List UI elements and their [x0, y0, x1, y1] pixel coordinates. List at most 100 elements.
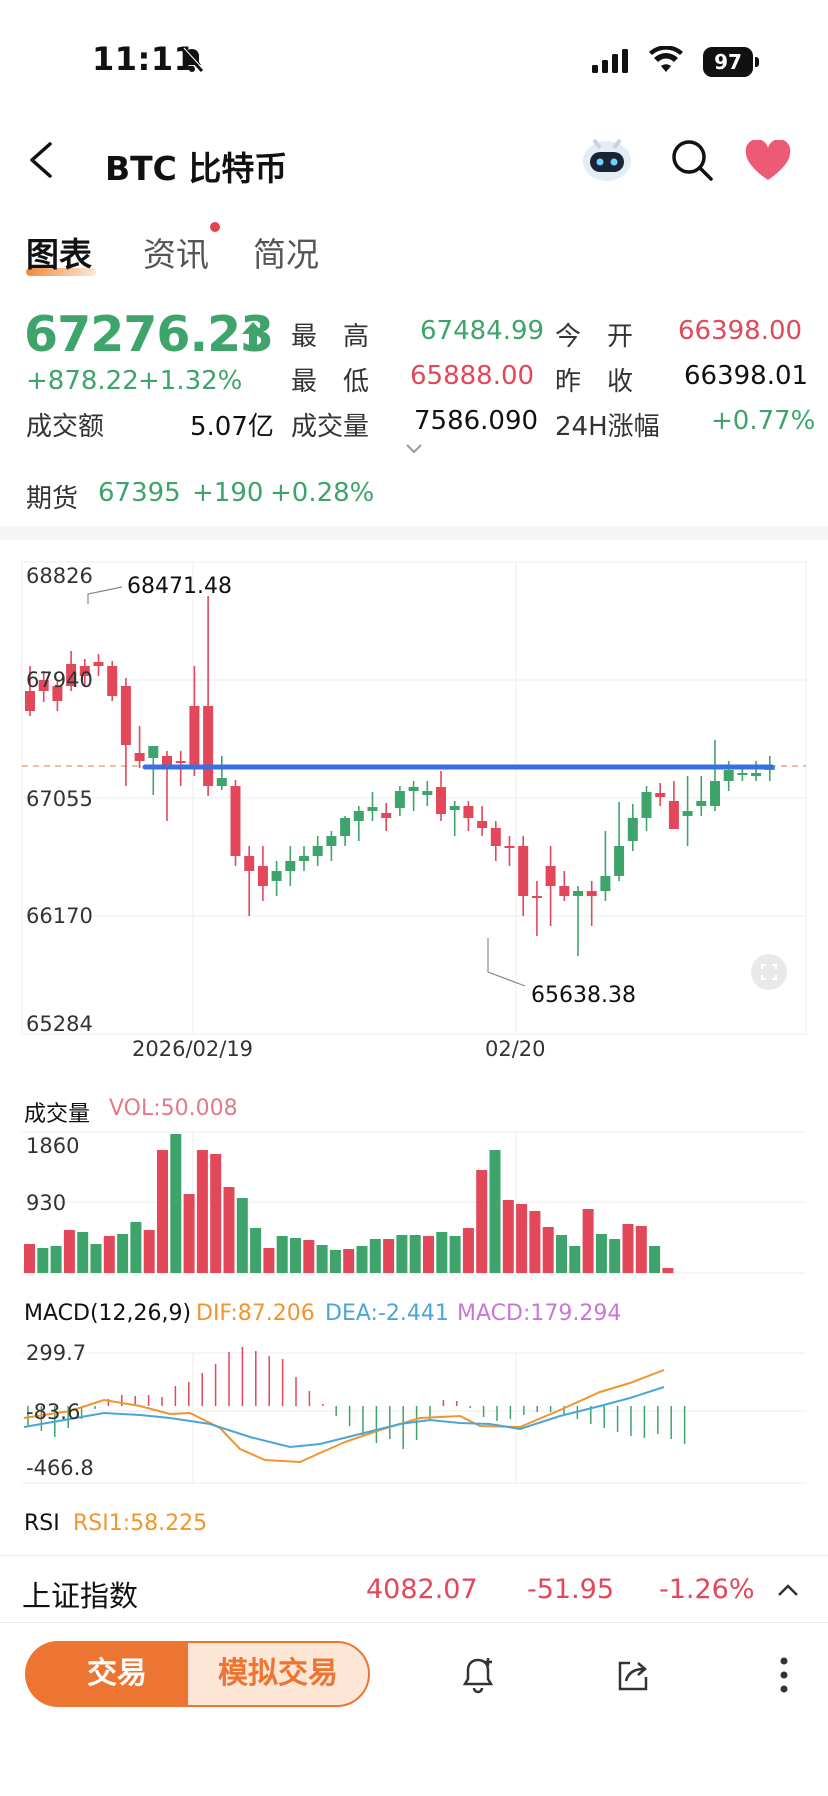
candle-body	[737, 773, 748, 775]
candle-body	[641, 792, 652, 818]
rsi1-value: RSI1:58.225	[73, 1511, 208, 1536]
current-price: 67276.23	[24, 306, 274, 363]
macd-tick-1: 299.7	[26, 1341, 87, 1365]
volume-bar	[369, 1239, 381, 1273]
dea-line	[23, 1386, 665, 1449]
candle-body	[353, 811, 364, 821]
y-tick-3: 67055	[26, 787, 93, 811]
fullscreen-icon[interactable]	[751, 954, 787, 994]
volume-bar	[569, 1246, 581, 1273]
open-label: 今 开	[555, 322, 634, 352]
simulated-trade-button[interactable]: 模拟交易	[186, 1641, 370, 1707]
search-icon[interactable]	[670, 138, 714, 186]
candle-body	[655, 793, 666, 797]
price-change: +878.22	[26, 366, 139, 396]
back-arrow-icon[interactable]	[26, 140, 56, 184]
prev-close-value: 66398.01	[684, 361, 809, 391]
open-value: 66398.00	[678, 316, 803, 346]
candle-body	[203, 706, 214, 786]
expand-chevron-icon[interactable]	[405, 440, 423, 459]
volume-bar	[290, 1238, 301, 1273]
volume-bar	[50, 1246, 62, 1273]
candle-body	[751, 773, 762, 776]
up-arrow-icon	[240, 320, 266, 354]
candle-body	[600, 876, 611, 891]
volume-bar	[196, 1150, 208, 1273]
candle-body	[710, 781, 720, 806]
volume-tick-2: 930	[26, 1191, 67, 1215]
candle-body	[134, 753, 145, 761]
tab-profile[interactable]: 简况	[253, 235, 319, 274]
volume-label: 成交量	[291, 412, 370, 442]
macd-dea-value: DEA:-2.441	[325, 1301, 449, 1326]
candle-body	[367, 807, 378, 811]
candle-body	[285, 861, 296, 871]
candle-body	[668, 801, 679, 829]
high-label: 最 高	[291, 322, 370, 352]
candle-body	[449, 806, 460, 810]
battery-indicator: 97	[703, 47, 759, 77]
more-options-icon[interactable]	[778, 1655, 790, 1699]
volume-bar	[236, 1198, 248, 1273]
volume-bar	[24, 1244, 35, 1273]
volume-bar	[303, 1240, 315, 1273]
candle-body	[66, 664, 77, 686]
volume-bar	[77, 1232, 89, 1273]
chevron-up-icon[interactable]	[776, 1582, 800, 1602]
volume-bar	[263, 1248, 275, 1273]
volume-bars	[24, 1134, 674, 1273]
candle-body	[518, 846, 529, 896]
volume-bar	[595, 1234, 607, 1273]
robot-assistant-icon[interactable]	[580, 134, 634, 188]
volume-bar	[529, 1211, 541, 1273]
volume-bar	[143, 1230, 155, 1273]
volume-bar	[609, 1239, 621, 1273]
candle-body	[340, 818, 351, 836]
volume-bar	[436, 1232, 448, 1273]
futures-change-pct: +0.28%	[270, 478, 375, 508]
y-tick-2: 67940	[26, 668, 93, 692]
index-ticker[interactable]: 上证指数 4082.07 -51.95 -1.26%	[0, 1555, 828, 1623]
volume-bar	[423, 1236, 434, 1273]
price-alert-bell-icon[interactable]	[458, 1655, 498, 1699]
active-tab-indicator	[26, 268, 96, 276]
volume-bar	[396, 1235, 408, 1273]
nav-bar: BTC 比特币	[0, 120, 828, 200]
volume-bar	[103, 1236, 115, 1273]
chart-area[interactable]: 68826 67940 67055 66170 65284 2026/02/19…	[0, 540, 828, 1540]
x-tick-1: 2026/02/19	[132, 1037, 254, 1061]
share-icon[interactable]	[612, 1655, 652, 1699]
futures-change: +190	[192, 478, 264, 508]
status-time: 11:11	[92, 40, 197, 78]
macd-tick-2: -83.6	[26, 1400, 81, 1424]
volume-value: 7586.090	[414, 406, 539, 436]
candle-body	[312, 846, 323, 856]
tab-news[interactable]: 资讯	[143, 235, 209, 274]
volume-bar	[662, 1268, 674, 1273]
candle-body	[394, 791, 405, 808]
max-price-label: 68471.48	[127, 574, 232, 599]
volume-bar	[157, 1150, 168, 1273]
volume-bar	[316, 1245, 328, 1273]
trade-button[interactable]: 交易	[25, 1641, 209, 1707]
volume-bar	[329, 1250, 341, 1273]
candle-body	[696, 801, 707, 806]
rsi-panel-title: RSI	[24, 1511, 60, 1536]
candle-body	[545, 866, 556, 886]
x-tick-2: 02/20	[485, 1037, 546, 1061]
candle-body	[175, 761, 186, 763]
y-tick-5: 65284	[26, 1012, 93, 1036]
volume-bar	[556, 1235, 567, 1273]
candle-body	[586, 891, 597, 896]
candle-body	[271, 871, 282, 881]
high-value: 67484.99	[420, 316, 545, 346]
favorite-heart-icon[interactable]	[744, 139, 792, 186]
volume-bar	[37, 1248, 49, 1273]
candle-body	[381, 813, 392, 818]
volume-bar	[223, 1187, 235, 1273]
volume-bar	[489, 1150, 501, 1273]
volume-panel-value: VOL:50.008	[109, 1096, 238, 1121]
volume-bar	[383, 1239, 395, 1273]
tab-chart[interactable]: 图表	[26, 235, 92, 274]
candle-body	[531, 896, 542, 898]
